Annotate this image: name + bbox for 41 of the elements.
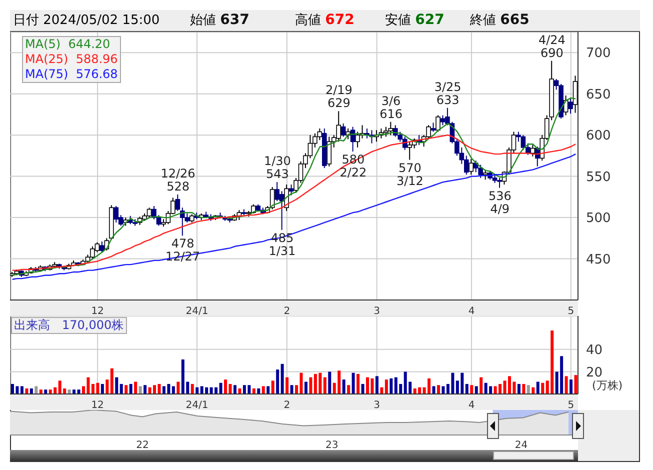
chart-title: 出来高 170,000株	[11, 317, 127, 334]
text: MA(5) 644.20	[25, 37, 112, 52]
x-tick-label: 24/1	[186, 306, 208, 318]
x-tick-label: 22	[136, 440, 149, 452]
text: 安値 627	[385, 12, 444, 28]
y-tick-label: 700	[586, 46, 611, 62]
x-tick-label: 5	[568, 400, 574, 412]
y-tick-label: 550	[586, 170, 611, 185]
x-tick-label: 2	[284, 400, 290, 412]
x-tick-label: 4	[468, 306, 475, 318]
y-tick-label: 20	[586, 365, 603, 380]
x-tick-label: 4	[468, 400, 475, 412]
annotation: 3/25 633	[434, 80, 462, 107]
x-tick-label: 3	[374, 306, 380, 318]
annotation: 570 3/12	[396, 160, 424, 188]
annotation: 1/30 543	[264, 154, 291, 182]
annotation: 2/19 629	[325, 83, 352, 110]
y-axis-title: (万株)	[592, 378, 623, 393]
y-tick-label: 600	[586, 128, 611, 144]
text: 終値 665	[470, 12, 530, 28]
annotation: 12/26 528	[160, 166, 196, 194]
text: MA(75) 576.68	[25, 67, 118, 82]
text: 高値 672	[295, 12, 354, 28]
y-tick-label: 450	[586, 252, 611, 268]
x-tick-label: 5	[568, 306, 574, 318]
text: MA(25) 588.96	[25, 52, 118, 67]
x-tick-label: 24	[514, 440, 528, 452]
y-tick-label: 500	[586, 211, 611, 226]
y-tick-label: 650	[586, 87, 611, 102]
x-tick-label: 23	[326, 440, 338, 452]
annotation: 4/24 690	[538, 32, 566, 60]
x-tick-label: 12	[91, 306, 104, 318]
x-tick-label: 2	[284, 306, 290, 318]
x-tick-label: 3	[374, 400, 380, 412]
text: 始値 637	[190, 12, 250, 28]
annotation: 3/6 616	[380, 94, 402, 121]
annotation: 536 4/9	[488, 188, 512, 216]
x-tick-label: 24/1	[186, 400, 208, 412]
chart-title: 日付 2024/05/02 15:00	[13, 13, 160, 28]
y-tick-label: 40	[586, 343, 603, 358]
x-tick-label: 12	[91, 400, 104, 412]
